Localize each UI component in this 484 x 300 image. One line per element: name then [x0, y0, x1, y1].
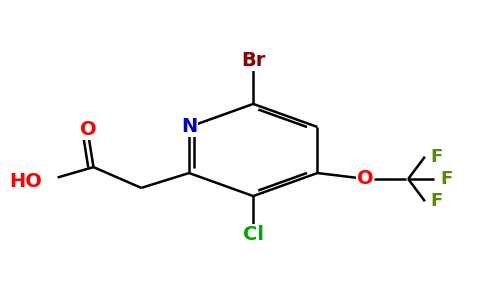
- Text: Br: Br: [241, 51, 265, 70]
- Text: Cl: Cl: [242, 225, 264, 244]
- Text: O: O: [357, 169, 374, 188]
- Text: F: F: [431, 148, 443, 166]
- Text: N: N: [181, 118, 197, 136]
- Text: F: F: [431, 192, 443, 210]
- Text: HO: HO: [10, 172, 43, 191]
- Text: O: O: [80, 119, 97, 139]
- Text: F: F: [440, 170, 453, 188]
